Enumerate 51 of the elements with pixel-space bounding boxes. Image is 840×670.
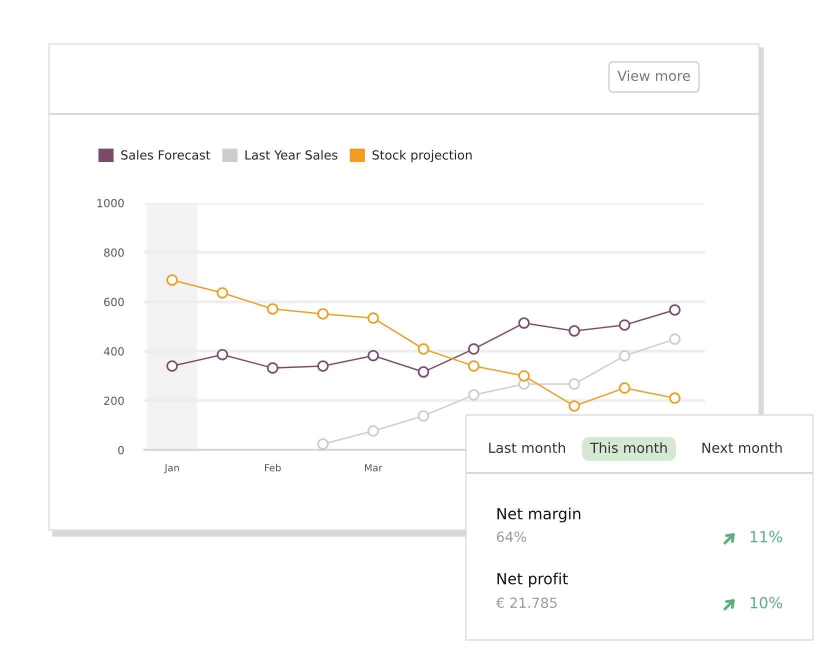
point: [368, 312, 379, 324]
point: [368, 425, 379, 437]
text: Net margin: [498, 508, 580, 522]
y-tick-label: 400: [104, 347, 124, 356]
text: View more: [617, 70, 690, 82]
point: [669, 392, 681, 404]
point: [317, 360, 329, 372]
text: 10%: [750, 596, 782, 608]
x-tick-label: Feb: [265, 464, 281, 472]
point: [568, 400, 580, 412]
annotation: Next month: [702, 442, 782, 454]
text: 11%: [750, 530, 782, 542]
point: [618, 350, 630, 362]
text: Net profit: [498, 572, 568, 588]
point: [618, 319, 630, 331]
point: [166, 274, 178, 286]
point: [418, 410, 430, 422]
point: [669, 333, 681, 345]
text: 64%: [496, 532, 526, 542]
legend-label: Sales Forecast: [121, 150, 210, 160]
point: [669, 304, 681, 316]
point: [216, 348, 228, 360]
point: [468, 343, 480, 355]
y-tick-label: 600: [104, 298, 124, 306]
point: [518, 317, 530, 329]
point: [317, 438, 329, 450]
point: [468, 389, 480, 401]
text: € 21.785: [496, 598, 557, 608]
point: [568, 378, 580, 390]
y-tick-label: 1000: [98, 198, 124, 208]
legend-label: Stock projection: [372, 150, 472, 162]
point: [317, 308, 329, 320]
point: [418, 366, 430, 378]
point: [368, 350, 379, 362]
point: [468, 360, 480, 372]
x-tick-label: Jan: [164, 464, 179, 474]
point: [266, 303, 278, 315]
point: [618, 382, 630, 394]
point: [266, 362, 278, 374]
point: [568, 325, 580, 337]
point: [216, 287, 228, 299]
point: [418, 343, 430, 355]
y-tick-label: 800: [104, 248, 124, 257]
annotation: Last month: [489, 442, 566, 454]
y-tick-label: 200: [104, 396, 124, 405]
legend-label: Last Year Sales: [246, 150, 338, 160]
y-tick-label: 0: [118, 446, 124, 454]
point: [166, 360, 178, 372]
annotation: This month: [590, 442, 667, 454]
point: [518, 370, 530, 382]
x-tick-label: Mar: [365, 464, 382, 472]
